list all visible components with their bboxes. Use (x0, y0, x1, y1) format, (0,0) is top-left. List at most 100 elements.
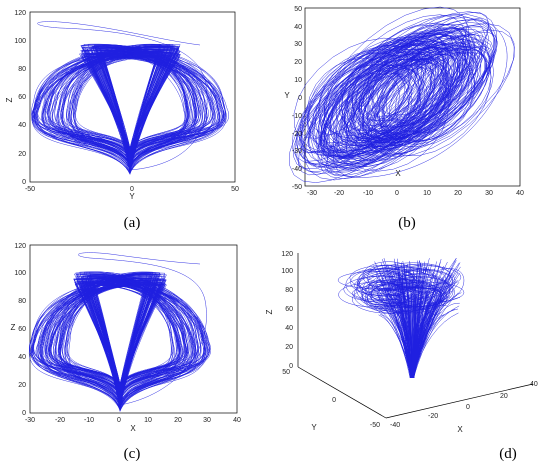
panel-label-b: (b) (398, 215, 416, 231)
ztick-d-3: 60 (285, 306, 293, 313)
traj-a-loop-157 (88, 49, 211, 166)
ytick-a-3: 60 (18, 94, 26, 101)
traj-c-loop-169 (92, 285, 174, 389)
traj-b-loop-155 (355, 42, 461, 143)
ytick-d-1: 0 (332, 397, 336, 404)
traj-a-loop-152 (60, 47, 166, 165)
traj-d-ring-26 (345, 268, 408, 301)
panel-b: -50 -40 -30 -20 -10 0 10 20 30 40 50 -30… (284, 6, 524, 231)
traj-b-loop-71 (358, 24, 476, 134)
traj-d-ring-58 (337, 271, 416, 289)
traj-b-loop-84 (311, 63, 421, 165)
traj-c-loop-152 (67, 274, 148, 386)
traj-b-loop-132 (302, 53, 434, 167)
xlabel-a: Y (129, 192, 135, 201)
traj-a-loop-117 (100, 49, 188, 150)
traj-b-loop-144 (310, 61, 419, 169)
y-ticks-b: -50 -40 -30 -20 -10 0 10 20 30 40 50 (292, 6, 302, 191)
xlabel-d: X (457, 425, 463, 434)
y-ticks-a: 0 20 40 60 80 100 120 (14, 10, 26, 186)
traj-a-loop-155 (93, 53, 201, 149)
traj-c-loop-142 (42, 272, 160, 409)
attractor-trajectory-c (28, 252, 211, 412)
traj-b-loop-0 (308, 49, 399, 135)
traj-d-ring-19 (358, 269, 439, 300)
traj-c-loop-168 (58, 280, 152, 386)
traj-c-loop-160 (50, 274, 156, 408)
ytick-b-5: 0 (298, 95, 302, 102)
traj-c-loop-151 (89, 277, 180, 387)
axes-3d-d (297, 253, 534, 419)
traj-b-loop-162 (333, 68, 422, 146)
traj-d-ring-5 (398, 280, 436, 302)
traj-b-loop-164 (296, 55, 431, 169)
plot-frame-b (304, 7, 521, 187)
traj-a-loop-158 (31, 50, 181, 154)
traj-b-loop-152 (328, 58, 447, 167)
ytick-b-3: -20 (292, 131, 302, 138)
traj-c-loop-113 (82, 284, 193, 407)
ytick-c-4: 80 (18, 298, 26, 305)
traj-c-loop-153 (83, 271, 191, 405)
traj-b-loop-97 (368, 23, 515, 158)
traj-b-loop-1 (324, 14, 467, 139)
traj-c-loop-159 (74, 279, 210, 394)
traj-b-loop-147 (389, 48, 474, 126)
traj-b-loop-166 (317, 59, 448, 171)
traj-c-loop-163 (79, 281, 198, 395)
ytick-d-2: 50 (282, 369, 290, 376)
traj-c-loop-166 (58, 278, 152, 411)
zlabel-d: Z (265, 309, 274, 314)
xtick-c-5: 20 (174, 417, 182, 424)
traj-b-loop-124 (335, 63, 454, 165)
traj-c-loop-144 (57, 284, 153, 406)
traj-a-loop-142 (49, 47, 172, 167)
y-ticks-d: 50 0 -50 (282, 369, 380, 429)
traj-c-loop-146 (46, 273, 158, 411)
ytick-c-1: 20 (18, 382, 26, 389)
traj-d-ring-42 (365, 281, 428, 315)
traj-c-loop-165 (92, 277, 174, 402)
traj-d-line-195 (413, 292, 459, 379)
traj-b-loop-65 (367, 25, 471, 124)
traj-d-line-155 (380, 314, 411, 379)
traj-a-loop-132 (75, 52, 159, 168)
traj-a-loop-116 (75, 52, 159, 151)
traj-d-ring-13 (362, 261, 415, 290)
traj-b-loop-161 (368, 29, 515, 155)
xtick-b-4: 10 (423, 190, 431, 197)
panel-label-c: (c) (124, 446, 141, 462)
traj-d-line-189 (412, 279, 424, 379)
traj-b-loop-82 (300, 48, 409, 139)
panel-c: 0 20 40 60 80 100 120 -30 -20 -10 0 10 2… (11, 243, 241, 462)
traj-b-loop-127 (357, 26, 489, 139)
ylabel-c: Z (11, 323, 16, 332)
xtick-c-6: 30 (203, 417, 211, 424)
traj-b-loop-156 (317, 52, 421, 150)
panel-d: 0 20 40 60 80 100 120 Z 50 0 -50 Y -40 -… (265, 251, 538, 462)
traj-c-loop-149 (76, 280, 205, 411)
traj-b-loop-159 (371, 42, 473, 143)
traj-d-line-196 (412, 281, 428, 379)
attractor-trajectory-a (31, 21, 229, 175)
traj-b-loop-165 (377, 35, 468, 116)
ylabel-d: Y (311, 423, 317, 432)
ytick-b-4: -10 (292, 113, 302, 120)
traj-b-loop-154 (325, 37, 442, 147)
ytick-a-1: 20 (18, 151, 26, 158)
y-ticks-c: 0 20 40 60 80 100 120 (14, 243, 26, 417)
ytick-a-5: 100 (14, 38, 26, 45)
traj-b-loop-123 (381, 35, 491, 143)
traj-d-ring-49 (367, 281, 448, 314)
x-ticks-d: -40 -20 0 20 40 (390, 381, 538, 429)
traj-c-loop-137 (88, 276, 181, 386)
plot-frame-a (29, 11, 236, 183)
ytick-a-4: 80 (18, 66, 26, 73)
traj-b-loop-143 (385, 44, 476, 122)
traj-a-loop-145 (96, 48, 196, 164)
panel-label-d: (d) (499, 446, 517, 462)
xtick-a-0: -50 (25, 186, 35, 193)
traj-d-ring-57 (393, 287, 448, 305)
xlabel-b: X (395, 169, 401, 178)
